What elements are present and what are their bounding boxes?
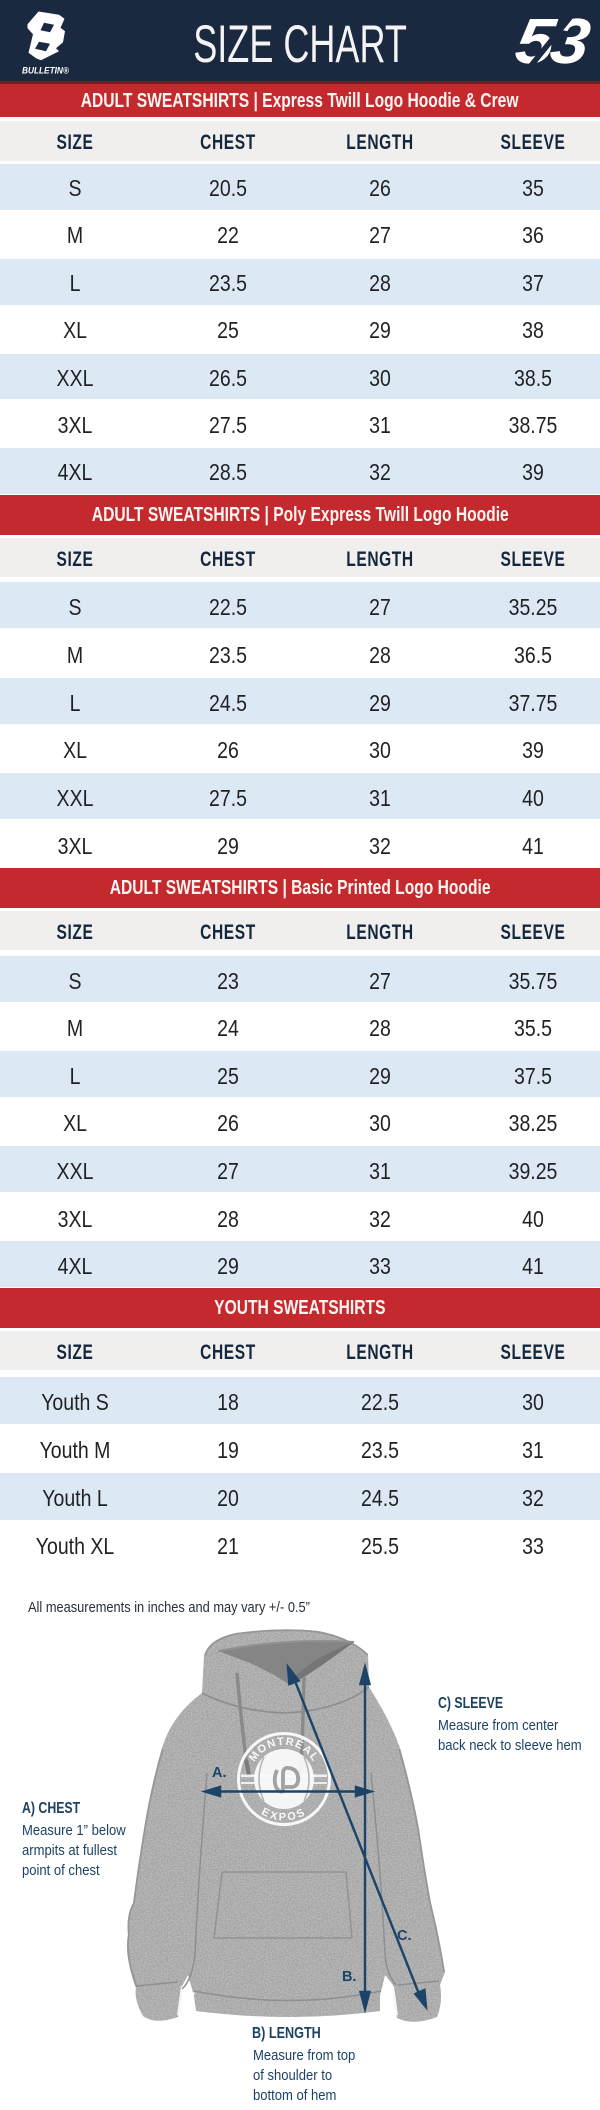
svg-text:C.: C. — [397, 1928, 412, 1944]
svg-text:B.: B. — [342, 1969, 357, 1985]
svg-text:A.: A. — [212, 1765, 227, 1781]
svg-text:BULLETIN®: BULLETIN® — [22, 66, 69, 77]
svg-text:EXPOS: EXPOS — [259, 1806, 308, 1824]
